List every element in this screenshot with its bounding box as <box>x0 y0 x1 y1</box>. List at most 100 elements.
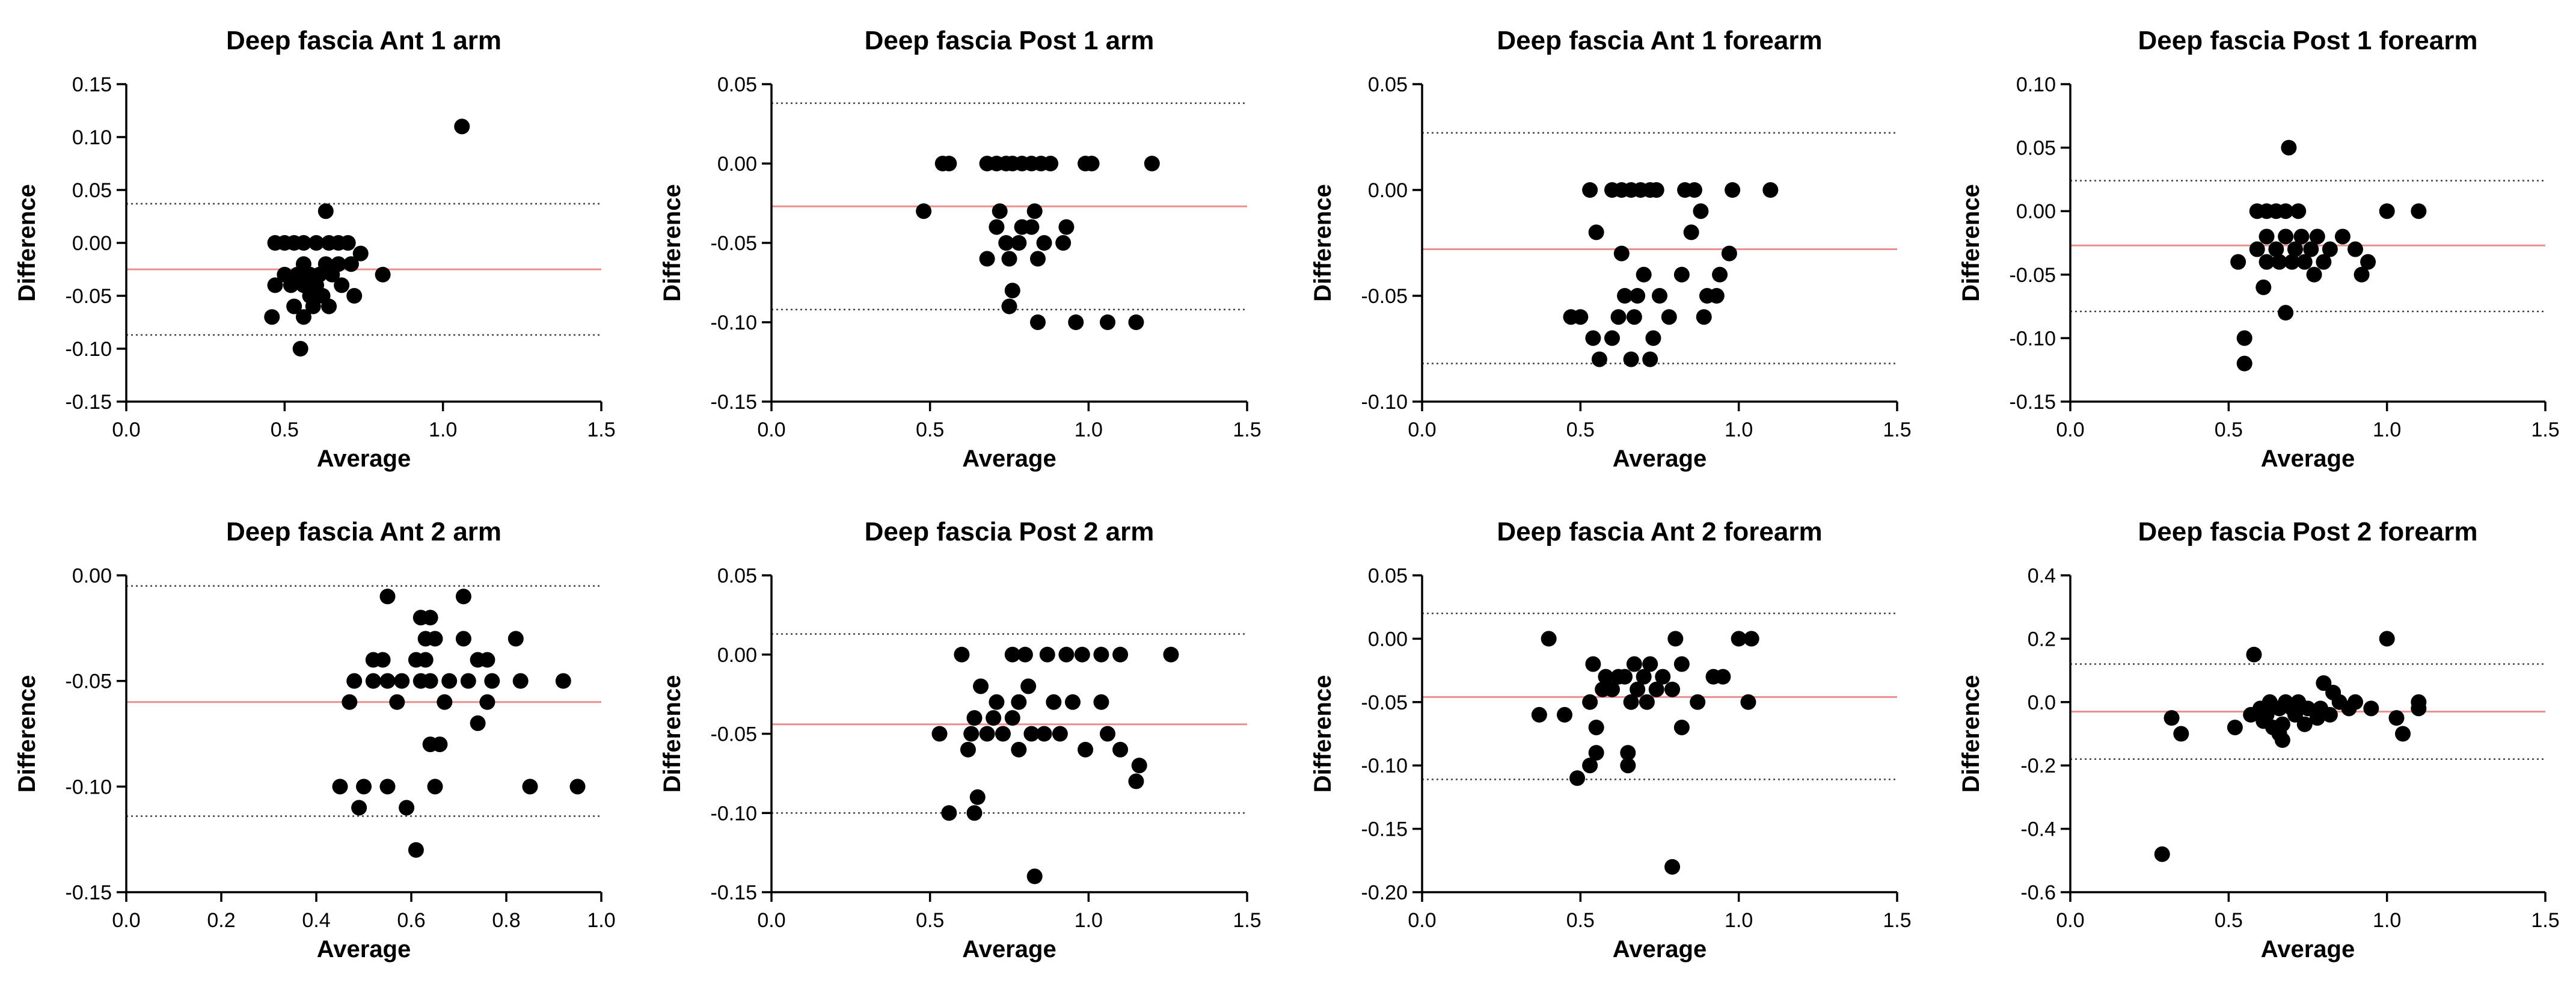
data-point <box>1128 314 1144 330</box>
data-point <box>1740 694 1756 710</box>
data-point <box>1078 741 1094 758</box>
data-point <box>340 235 356 251</box>
data-point <box>1582 758 1598 774</box>
data-point <box>346 673 363 689</box>
x-axis-label: Average <box>1613 445 1707 472</box>
x-tick-label: 0.0 <box>112 418 140 441</box>
y-tick-label: 0.05 <box>2016 137 2056 160</box>
x-tick-label: 0.5 <box>916 418 944 441</box>
data-point <box>1617 288 1633 304</box>
data-point <box>1004 283 1020 299</box>
data-point <box>2411 203 2427 219</box>
data-point <box>454 118 470 135</box>
data-point <box>1017 646 1033 663</box>
data-point <box>2278 228 2294 245</box>
x-tick-label: 0.5 <box>1566 418 1595 441</box>
y-tick-label: -0.10 <box>1361 391 1408 414</box>
y-tick-label: 0.00 <box>72 565 112 587</box>
y-axis-label: Difference <box>659 184 685 302</box>
data-point <box>334 277 350 293</box>
data-point <box>1036 235 1052 251</box>
y-tick-label: -0.15 <box>711 881 758 904</box>
y-tick-label: 0.00 <box>2016 200 2056 223</box>
data-point <box>264 309 280 325</box>
data-point <box>1639 694 1655 710</box>
chart-panel-7: Deep fascia Ant 2 forearm -0.20 -0.15 -0.10… <box>1310 517 1912 963</box>
data-point <box>2388 710 2405 726</box>
data-point <box>470 715 486 731</box>
x-axis-label: Average <box>2261 445 2355 472</box>
data-point <box>2236 330 2252 346</box>
data-point <box>1642 351 1658 367</box>
data-point <box>941 805 957 821</box>
data-point <box>1712 266 1728 283</box>
y-axis-label: Difference <box>659 675 685 793</box>
data-point <box>1569 770 1586 786</box>
data-point <box>1011 741 1027 758</box>
data-point <box>308 235 324 251</box>
data-point <box>356 779 372 795</box>
data-point <box>1673 656 1690 672</box>
data-point <box>427 631 443 647</box>
chart-title: Deep fascia Post 1 arm <box>865 26 1155 55</box>
y-tick-label: -0.20 <box>1361 881 1408 904</box>
data-point <box>2309 710 2325 726</box>
data-point <box>1541 631 1557 647</box>
y-tick-label: -0.15 <box>1361 818 1408 841</box>
data-point <box>1001 251 1017 267</box>
data-point <box>998 235 1014 251</box>
data-point <box>1725 182 1741 198</box>
data-point <box>1093 694 1109 710</box>
data-point <box>422 673 438 689</box>
y-tick-label: -0.10 <box>2010 327 2056 350</box>
data-point <box>1664 681 1681 697</box>
x-tick-label: 1.5 <box>1233 909 1261 932</box>
x-tick-label: 1.0 <box>1075 909 1103 932</box>
y-tick-label: 0.05 <box>72 179 112 202</box>
data-point <box>1591 351 1607 367</box>
data-point <box>432 736 448 753</box>
data-point <box>2322 241 2338 257</box>
data-point <box>1626 309 1642 325</box>
y-axis-label: Difference <box>1958 675 1984 793</box>
data-point <box>1630 288 1646 304</box>
x-tick-label: 1.5 <box>1883 909 1911 932</box>
data-point <box>1620 758 1636 774</box>
y-tick-label: -0.10 <box>711 311 758 334</box>
x-tick-label: 1.0 <box>2373 418 2401 441</box>
data-point <box>1690 694 1706 710</box>
chart-title: Deep fascia Post 2 arm <box>865 517 1155 547</box>
data-point <box>1023 726 1040 742</box>
data-point <box>1093 646 1109 663</box>
x-tick-label: 1.5 <box>1883 418 1911 441</box>
chart-panel-5: Deep fascia Ant 2 arm-0.15-0.10-0.050.00… <box>14 517 616 963</box>
data-point <box>1004 646 1020 663</box>
data-point <box>2230 254 2246 270</box>
data-point <box>954 646 970 663</box>
data-point <box>973 678 989 694</box>
x-tick-label: 1.0 <box>587 909 615 932</box>
data-point <box>989 694 1005 710</box>
data-point <box>455 631 471 647</box>
data-point <box>1074 646 1090 663</box>
y-tick-label: 0.10 <box>72 126 112 149</box>
data-point <box>1708 288 1725 304</box>
data-point <box>437 694 453 710</box>
x-axis-label: Average <box>2261 936 2355 963</box>
data-point <box>2290 203 2307 219</box>
data-point <box>986 710 1002 726</box>
data-point <box>295 235 311 251</box>
data-point <box>365 673 381 689</box>
data-point <box>389 694 405 710</box>
data-point <box>995 726 1011 742</box>
data-point <box>1721 245 1737 262</box>
data-point <box>1731 631 1747 647</box>
data-point <box>1664 859 1681 875</box>
data-point <box>2271 254 2287 270</box>
y-axis-label: Difference <box>1958 184 1984 302</box>
data-point <box>317 203 334 219</box>
y-tick-label: -0.05 <box>1361 285 1408 308</box>
x-tick-label: 0.5 <box>1566 909 1595 932</box>
data-point <box>1617 669 1633 685</box>
